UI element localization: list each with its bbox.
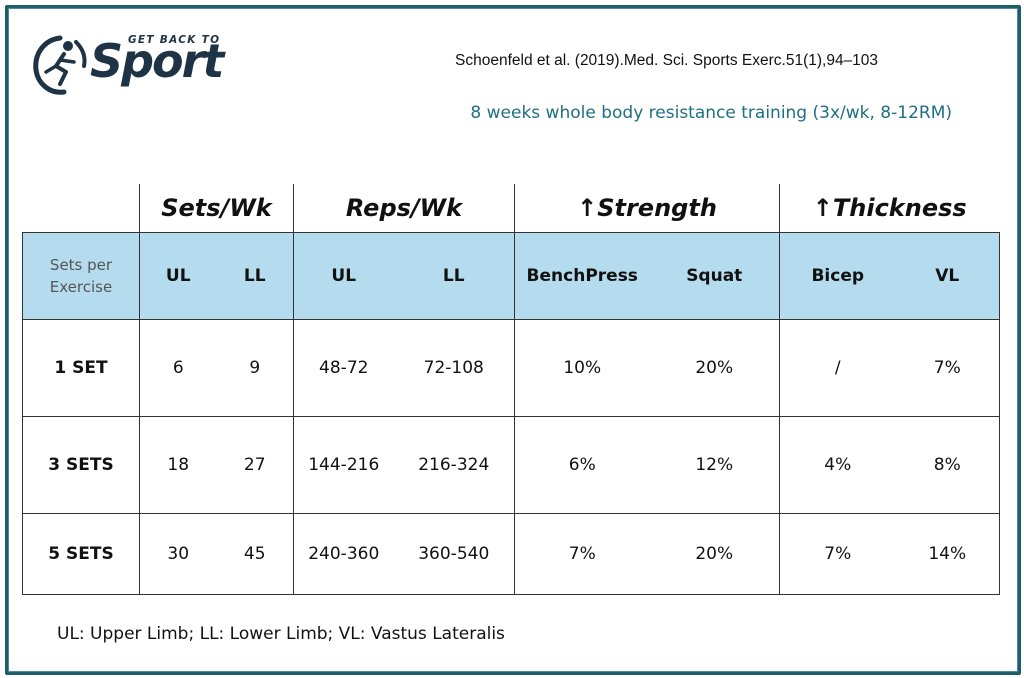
table-cell: 4% [779,416,896,514]
table-cell: 7% [779,513,896,595]
footnote: UL: Upper Limb; LL: Lower Limb; VL: Vast… [57,624,505,644]
table-cell: 48-72 [293,319,394,417]
table-row: 1 SET 6 9 48-72 72-108 10% 20% / 7% [22,319,1000,417]
row-label: 5 SETS [22,513,140,595]
row-label: 3 SETS [22,416,140,514]
page-frame [5,5,1021,675]
results-table: Sets/Wk Reps/Wk ↑Strength ↑Thickness Set… [22,184,1000,595]
group-header-row: Sets/Wk Reps/Wk ↑Strength ↑Thickness [22,184,1000,233]
study-subtitle: 8 weeks whole body resistance training (… [470,103,952,123]
group-header-sets: Sets/Wk [161,194,272,222]
subheader-cell: UL [139,232,217,320]
table-cell: 8% [895,416,1000,514]
citation-text: Schoenfeld et al. (2019).Med. Sci. Sport… [455,52,879,69]
subheader-cell: VL [895,232,1000,320]
table-cell: 6% [514,416,650,514]
table-cell: / [779,319,896,417]
subheader-cell: LL [393,232,515,320]
row-header-label: Sets per Exercise [22,232,140,320]
table-row: 3 SETS 18 27 144-216 216-324 6% 12% 4% 8… [22,416,1000,514]
table-cell: 20% [649,513,780,595]
table-cell: 45 [216,513,294,595]
row-header-line1: Sets per [49,255,113,274]
group-header-strength: ↑Strength [514,184,780,233]
subheader-cell: Squat [649,232,780,320]
row-label: 1 SET [22,319,140,417]
table-cell: 6 [139,319,217,417]
table-cell: 20% [649,319,780,417]
table-cell: 9 [216,319,294,417]
blank-corner-cell [22,184,140,233]
runner-icon [33,35,87,95]
subheader-cell: BenchPress [514,232,650,320]
subheader-cell: LL [216,232,294,320]
table-cell: 7% [514,513,650,595]
table-cell: 144-216 [293,416,394,514]
group-header-thickness: ↑Thickness [779,184,1000,233]
table-row: 5 SETS 30 45 240-360 360-540 7% 20% 7% 1… [22,513,1000,595]
subheader-cell: UL [293,232,394,320]
table-cell: 72-108 [393,319,515,417]
table-cell: 30 [139,513,217,595]
table-cell: 27 [216,416,294,514]
table-cell: 12% [649,416,780,514]
subheader-row: Sets per Exercise UL LL UL LL BenchPress… [22,232,1000,320]
brand-logo: GET BACK TO Sport [30,30,230,96]
table-cell: 10% [514,319,650,417]
table-cell: 7% [895,319,1000,417]
table-cell: 360-540 [393,513,515,595]
row-header-line2: Exercise [49,278,113,296]
group-header-reps: Reps/Wk [293,184,515,233]
table-cell: 240-360 [293,513,394,595]
table-cell: 18 [139,416,217,514]
table-cell: 14% [895,513,1000,595]
logo-wordmark: Sport [90,34,224,88]
subheader-cell: Bicep [779,232,896,320]
logo-tagline: GET BACK TO [128,34,221,46]
table-cell: 216-324 [393,416,515,514]
